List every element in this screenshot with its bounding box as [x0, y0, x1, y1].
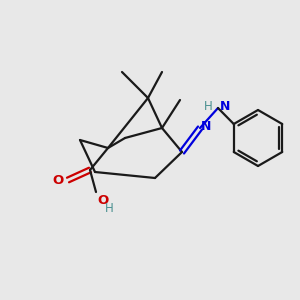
Text: O: O	[53, 173, 64, 187]
Text: H: H	[105, 202, 114, 215]
Text: H: H	[204, 100, 212, 113]
Text: O: O	[97, 194, 108, 207]
Text: N: N	[201, 121, 211, 134]
Text: N: N	[220, 100, 230, 112]
